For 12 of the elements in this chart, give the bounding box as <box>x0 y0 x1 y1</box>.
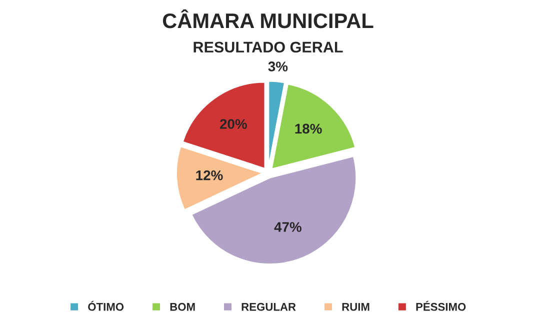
legend-label: BOM <box>170 302 195 311</box>
legend-label: REGULAR <box>242 302 296 311</box>
legend-label: PÉSSIMO <box>416 300 466 311</box>
chart-subtitle: RESULTADO GERAL <box>194 42 343 53</box>
legend-label: ÓTIMO <box>88 300 124 311</box>
data-label: 18% <box>295 124 322 134</box>
data-label: 20% <box>220 119 247 129</box>
data-label: 3% <box>268 62 288 72</box>
chart-title: CÂMARA MUNICIPAL <box>162 9 374 28</box>
legend-label: RUIM <box>342 303 370 311</box>
data-label: 47% <box>274 222 302 232</box>
data-label: 12% <box>196 170 223 180</box>
